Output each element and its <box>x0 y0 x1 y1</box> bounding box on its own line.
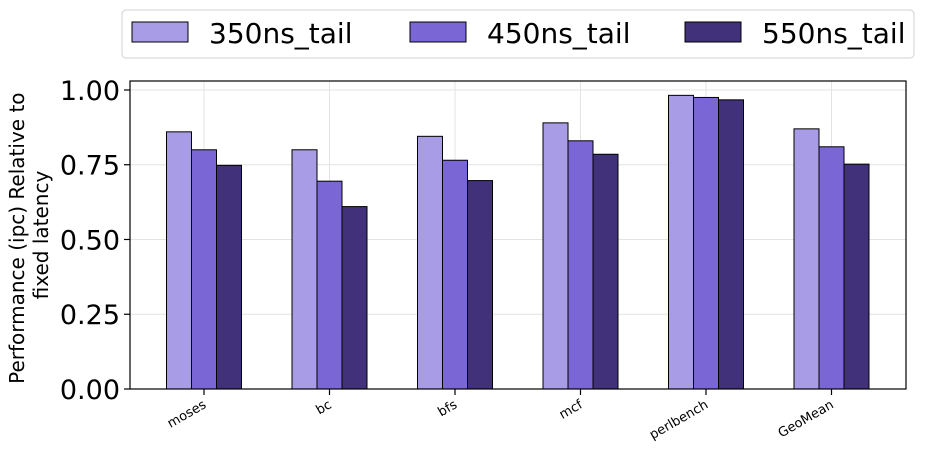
bar-550ns_tail-bfs <box>467 180 493 390</box>
bar-350ns_tail-perlbench <box>668 94 694 390</box>
y-tick-label: 0.25 <box>60 300 120 331</box>
x-tick-label: mcf <box>557 397 586 422</box>
x-tick-label: bc <box>314 397 335 418</box>
bar-350ns_tail-GeoMean <box>793 128 820 390</box>
grid <box>130 81 906 390</box>
y-tick-label: 1.00 <box>60 76 120 107</box>
bar-550ns_tail-moses <box>216 164 242 390</box>
y-tick-label: 0.00 <box>60 375 120 406</box>
legend-swatch-550ns_tail <box>684 21 742 43</box>
bar-350ns_tail-mcf <box>542 122 569 390</box>
legend-label-450ns_tail: 450ns_tail <box>487 17 630 50</box>
y-axis-label-line-1: Performance (ipc) Relative to <box>5 92 29 383</box>
bar-450ns_tail-perlbench <box>693 96 719 390</box>
y-axis-label-line-2: fixed latency <box>29 171 53 300</box>
y-axis-label: Performance (ipc) Relative to fixed late… <box>5 86 53 384</box>
bar-350ns_tail-bfs <box>417 135 443 390</box>
legend-label-350ns_tail: 350ns_tail <box>209 17 352 50</box>
bar-450ns_tail-bfs <box>442 159 468 390</box>
x-tick-label: bfs <box>436 397 461 420</box>
legend: 350ns_tail 450ns_tail 550ns_tail <box>121 9 915 59</box>
bar-450ns_tail-moses <box>191 149 217 390</box>
bar-550ns_tail-GeoMean <box>843 163 870 390</box>
y-tick-label: 0.75 <box>60 151 120 182</box>
bar-450ns_tail-GeoMean <box>818 146 845 390</box>
y-tick-label: 0.50 <box>60 225 120 256</box>
x-tick-label: moses <box>165 397 209 431</box>
bar-350ns_tail-moses <box>166 131 192 390</box>
bar-450ns_tail-bc <box>316 180 343 390</box>
legend-swatch-450ns_tail <box>409 21 467 43</box>
legend-swatch-350ns_tail <box>131 21 189 43</box>
bar-550ns_tail-mcf <box>592 153 619 390</box>
x-axis: moses bc bfs mcf perlbench GeoMean <box>165 389 837 443</box>
x-tick-label: GeoMean <box>776 397 837 441</box>
legend-label-550ns_tail: 550ns_tail <box>762 17 905 50</box>
x-tick-label: perlbench <box>647 397 711 443</box>
bar-550ns_tail-perlbench <box>718 99 744 390</box>
plot-frame <box>129 80 907 390</box>
bar-350ns_tail-bc <box>291 149 318 390</box>
bars <box>166 94 870 390</box>
y-axis: 0.00 0.25 0.50 0.75 1.00 <box>60 76 130 406</box>
bar-550ns_tail-bc <box>341 206 368 390</box>
bar-450ns_tail-mcf <box>567 140 594 390</box>
